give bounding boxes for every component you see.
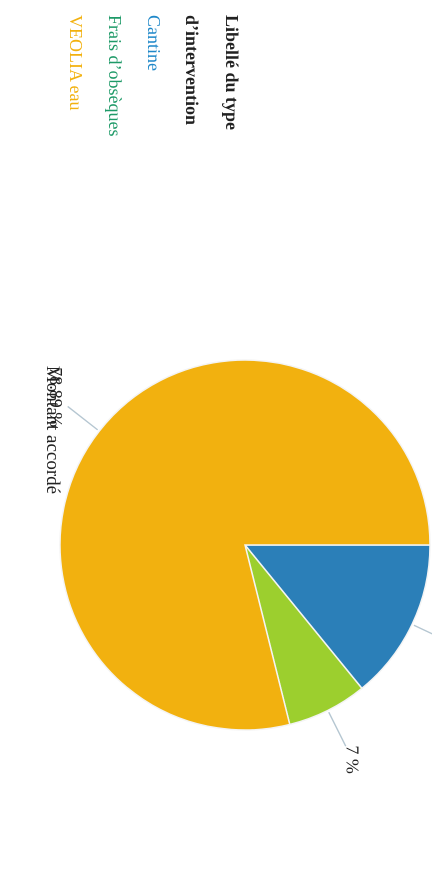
legend-entry-0: Cantine xyxy=(144,15,164,71)
legend-title-line-2: d’intervention xyxy=(182,15,202,125)
legend: Libellé du type d’intervention Cantine Fr… xyxy=(66,15,242,136)
legend-entry-1: Frais d’obsèques xyxy=(105,15,125,136)
legend-entry-2: VEOLIA eau xyxy=(66,15,86,110)
leader-lines xyxy=(67,405,432,747)
leader-line-1 xyxy=(328,711,347,747)
legend-entries: Cantine Frais d’obsèques VEOLIA eau xyxy=(66,15,164,136)
pie-slice-2 xyxy=(59,359,431,731)
legend-title-line-1: Libellé du type xyxy=(222,15,242,130)
leader-line-0 xyxy=(413,624,432,643)
pie-slice-0 xyxy=(243,544,431,690)
pie-slices xyxy=(59,359,431,731)
rotated-chart-group: Montant accordé 14.11 %7 %78.89 % Libell… xyxy=(42,15,432,774)
percent-label-1: 7 % xyxy=(342,745,362,774)
chart-title: Montant accordé xyxy=(42,366,63,494)
percent-label-2: 78.89 % xyxy=(46,367,66,427)
leader-line-2 xyxy=(67,405,99,431)
percent-labels: 14.11 %7 %78.89 % xyxy=(46,367,363,774)
